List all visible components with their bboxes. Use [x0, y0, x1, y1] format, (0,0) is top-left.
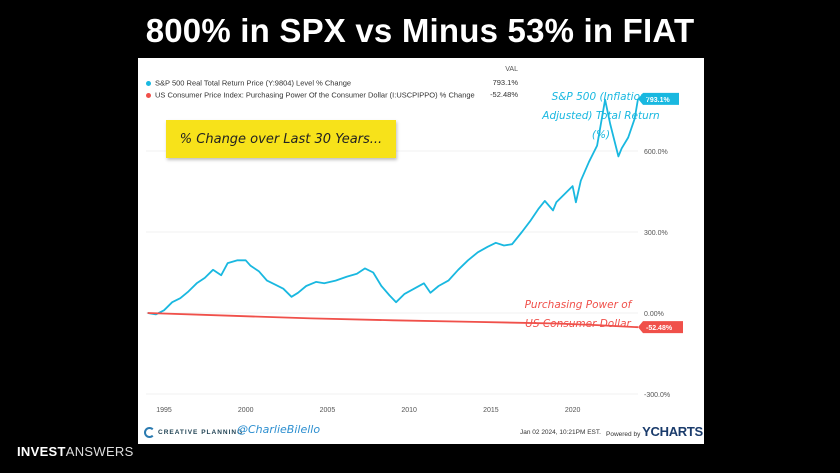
cpi-annotation-line2: US Consumer Dollar — [525, 318, 631, 330]
ycharts-logo: YCHARTS — [642, 424, 703, 439]
powered-by: Powered by — [606, 431, 641, 438]
x-tick-label: 2005 — [320, 407, 336, 414]
cpi-annotation-line1: Purchasing Power of — [524, 299, 632, 311]
timestamp: Jan 02 2024, 10:21PM EST. — [520, 429, 601, 436]
legend-val-header: VAL — [505, 66, 518, 73]
legend-value-cpi: -52.48% — [490, 90, 518, 99]
x-tick-label: 1995 — [156, 407, 172, 414]
slide-title: 800% in SPX vs Minus 53% in FIAT — [145, 12, 695, 49]
legend-dot-cpi — [146, 92, 151, 98]
spx-annotation-line1: S&P 500 (Inflation- — [551, 91, 651, 103]
sticky-note: % Change over Last 30 Years... — [166, 120, 396, 158]
brand-logo: INVESTANSWERS — [17, 444, 134, 459]
spx-annotation-line2: Adjusted) Total Return (%) — [542, 110, 660, 141]
y-tick-label: -300.0% — [644, 392, 670, 399]
x-tick-label: 2015 — [483, 407, 499, 414]
spx-series-line — [147, 98, 639, 316]
legend-label-spx: S&P 500 Real Total Return Price (Y:9804)… — [155, 78, 352, 88]
x-tick-label: 2020 — [565, 407, 581, 414]
brand-bold: INVEST — [17, 444, 66, 459]
chart-panel: 600.0% 300.0% 0.00% -300.0% 1995 2000 2005 2010… — [138, 58, 704, 444]
chart-footer: CREATIVE PLANNING @CharlieBilello Jan 02… — [138, 422, 704, 444]
cpi-series-line — [147, 312, 639, 329]
chart-svg: 600.0% 300.0% 0.00% -300.0% 1995 2000 2005 2010… — [146, 92, 683, 414]
legend-dot-spx — [146, 80, 151, 86]
creative-planning-logo: CREATIVE PLANNING — [144, 427, 243, 438]
spx-value-label: 793.1% — [646, 97, 671, 104]
legend-value-spx: 793.1% — [492, 78, 518, 87]
spx-value-tag — [638, 92, 679, 105]
y-tick-label: 300.0% — [644, 230, 668, 237]
cpi-value-tag — [638, 321, 683, 334]
creative-planning-icon — [144, 427, 155, 438]
x-tick-label: 2000 — [238, 407, 254, 414]
x-tick-label: 2010 — [401, 407, 417, 414]
y-tick-label: 600.0% — [644, 149, 668, 156]
spx-annotation: S&P 500 (Inflation- Adjusted) Total Retu… — [536, 88, 666, 145]
cpi-value-label: -52.48% — [646, 325, 673, 332]
twitter-handle: @CharlieBilello — [237, 423, 321, 436]
cpi-annotation: Purchasing Power of US Consumer Dollar — [508, 296, 648, 334]
legend-label-cpi: US Consumer Price Index: Purchasing Powe… — [155, 90, 475, 100]
legend-row-cpi: US Consumer Price Index: Purchasing Powe… — [146, 90, 518, 100]
ycharts-credit: Powered by YCHARTS — [606, 424, 703, 439]
brand-light: ANSWERS — [65, 444, 134, 459]
creative-planning-text: CREATIVE PLANNING — [158, 429, 244, 437]
legend-row-spx: S&P 500 Real Total Return Price (Y:9804)… — [146, 78, 518, 88]
y-tick-label: 0.00% — [644, 311, 664, 318]
